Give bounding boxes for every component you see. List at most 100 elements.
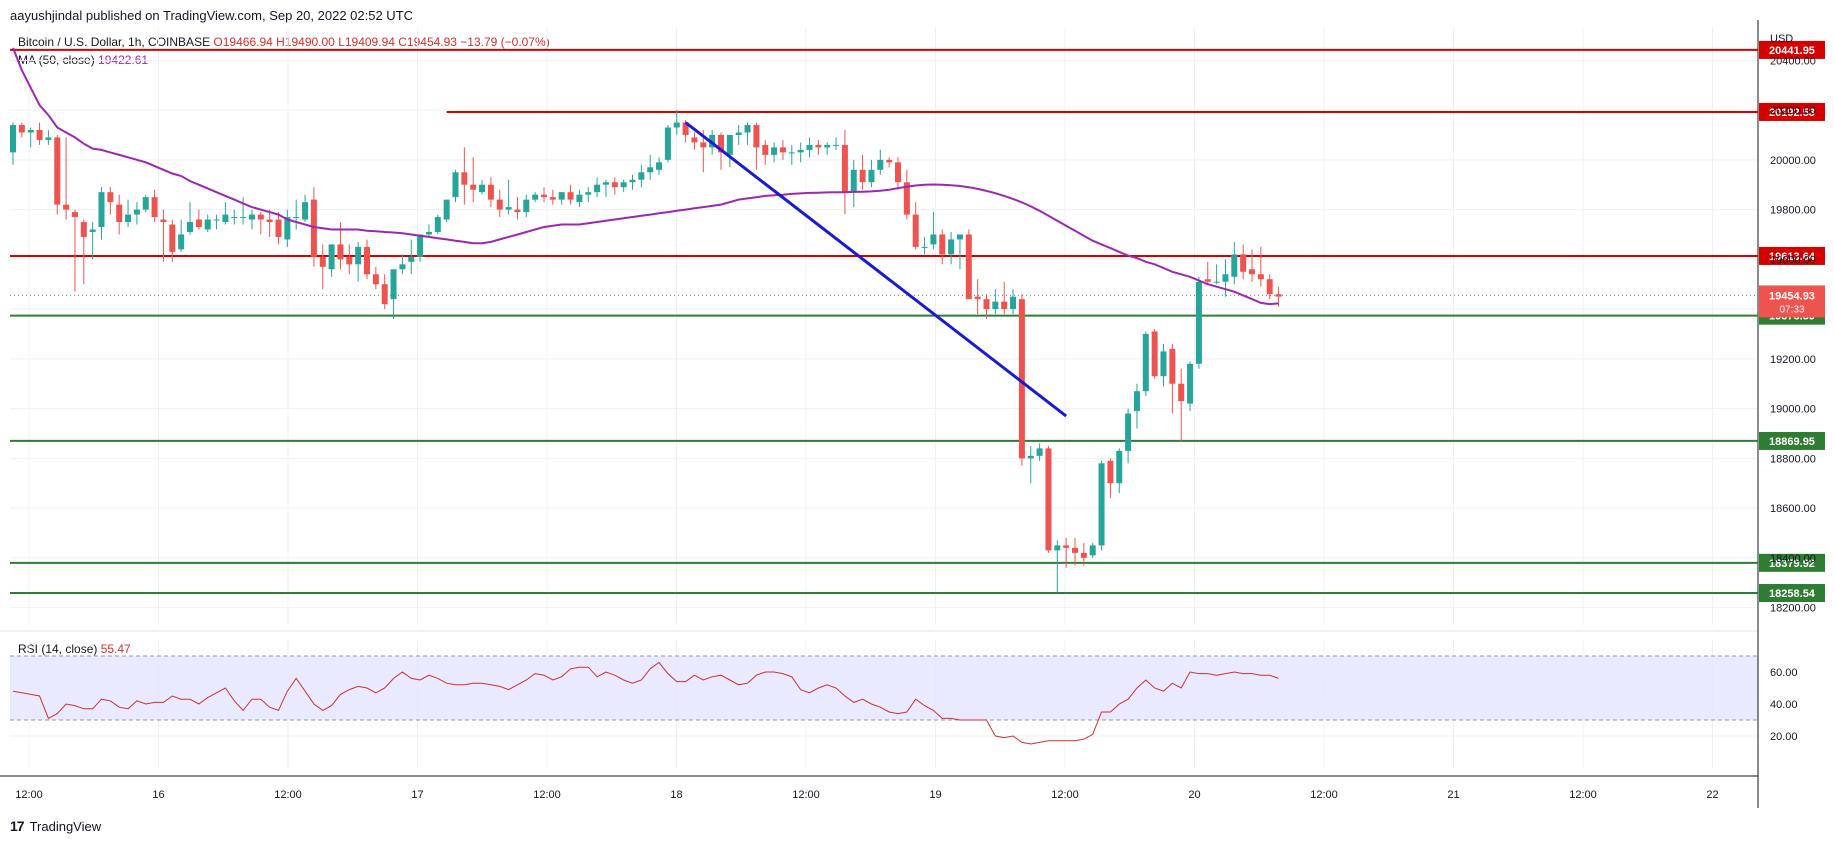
candle-body xyxy=(877,159,884,170)
candle-body xyxy=(1240,254,1247,272)
candle-body xyxy=(1098,463,1105,546)
candle-body xyxy=(54,137,61,205)
candle xyxy=(903,169,910,220)
candle xyxy=(788,144,795,165)
candle xyxy=(779,139,786,160)
candle-body xyxy=(1257,274,1264,280)
candle-body xyxy=(461,172,468,185)
candle xyxy=(1010,289,1017,315)
candle xyxy=(257,212,264,235)
candle-body xyxy=(1072,547,1078,553)
candle-body xyxy=(514,209,521,213)
candle-body xyxy=(18,125,25,133)
symbol-legend: Bitcoin / U.S. Dollar, 1h, COINBASE O194… xyxy=(18,35,550,49)
candle xyxy=(1107,458,1114,499)
candle-body xyxy=(36,129,43,140)
price-tick-label: 19000.00 xyxy=(1770,404,1816,416)
candle xyxy=(806,137,813,158)
candle xyxy=(178,219,185,252)
candle xyxy=(36,122,43,145)
candle-body xyxy=(125,214,132,223)
candle-body xyxy=(549,197,556,200)
candle-body xyxy=(319,256,326,267)
candle-body xyxy=(1054,545,1061,551)
candle xyxy=(204,214,211,232)
candle xyxy=(452,169,459,203)
candle xyxy=(284,209,291,247)
candle-body xyxy=(611,182,618,188)
candle xyxy=(930,212,937,250)
candle-body xyxy=(833,144,840,146)
candle-body xyxy=(195,219,202,227)
candle-body xyxy=(700,142,707,148)
candle xyxy=(18,122,25,138)
candle xyxy=(558,192,565,205)
level-price-tag xyxy=(1759,584,1825,603)
candle xyxy=(1027,445,1034,484)
tradingview-icon: 17 xyxy=(10,818,25,834)
candle xyxy=(328,244,335,277)
time-tick-label: 12:00 xyxy=(533,789,561,801)
candle xyxy=(195,209,202,230)
candle-body xyxy=(1187,363,1194,404)
ma-line xyxy=(12,47,1279,306)
candle xyxy=(939,229,946,265)
price-tick-label: 19200.00 xyxy=(1770,354,1816,366)
candle-body xyxy=(948,239,955,255)
price-tick-label: 19800.00 xyxy=(1770,205,1816,217)
candle-body xyxy=(408,256,415,262)
candle-body xyxy=(1142,333,1149,392)
candle xyxy=(213,214,220,230)
candle-body xyxy=(27,129,34,133)
candle xyxy=(992,289,999,315)
candle-body xyxy=(585,192,592,195)
candle-body xyxy=(63,204,70,210)
candle xyxy=(1151,328,1158,379)
candle xyxy=(647,154,654,180)
candle-body xyxy=(275,219,282,237)
candle xyxy=(231,209,238,225)
candle-body xyxy=(284,217,291,240)
time-tick-label: 21 xyxy=(1447,789,1459,801)
candle-body xyxy=(452,172,459,198)
candle-body xyxy=(983,299,990,310)
candle xyxy=(54,134,61,215)
candle-body xyxy=(169,224,176,252)
tradingview-logo[interactable]: 17 TradingView xyxy=(10,818,101,834)
candle xyxy=(275,212,282,245)
candle xyxy=(434,214,441,235)
candle-body xyxy=(523,199,530,213)
candle xyxy=(629,174,636,190)
candle xyxy=(417,234,424,262)
rsi-legend: RSI (14, close) 55.47 xyxy=(18,642,131,656)
candle-body xyxy=(532,194,539,200)
rsi-tick-label: 40.00 xyxy=(1770,699,1798,711)
candle xyxy=(479,179,486,195)
price-tick-label: 20400.00 xyxy=(1770,55,1816,67)
candle-body xyxy=(434,217,441,232)
rsi-tick-label: 60.00 xyxy=(1770,667,1798,679)
candle xyxy=(576,189,583,208)
candle-body xyxy=(1027,455,1034,459)
symbol-name[interactable]: Bitcoin / U.S. Dollar, 1h, COINBASE xyxy=(18,35,211,49)
candle-body xyxy=(355,246,362,265)
candle-body xyxy=(328,244,335,270)
time-tick-label: 12:00 xyxy=(1051,789,1079,801)
level-price-tag xyxy=(1759,102,1825,121)
candle xyxy=(567,184,574,205)
candle-body xyxy=(638,172,645,180)
candle-body xyxy=(797,149,804,153)
candle-body xyxy=(939,234,946,255)
candle xyxy=(762,139,769,165)
candle xyxy=(726,134,733,168)
candle-body xyxy=(1213,281,1220,283)
rsi-label[interactable]: RSI (14, close) xyxy=(18,642,98,656)
candle-body xyxy=(1275,294,1282,297)
candle-body xyxy=(567,192,574,200)
candle xyxy=(974,279,981,315)
rsi-value: 55.47 xyxy=(100,642,131,656)
candle-body xyxy=(656,162,663,170)
candle xyxy=(399,254,406,275)
candle-body xyxy=(178,234,185,250)
